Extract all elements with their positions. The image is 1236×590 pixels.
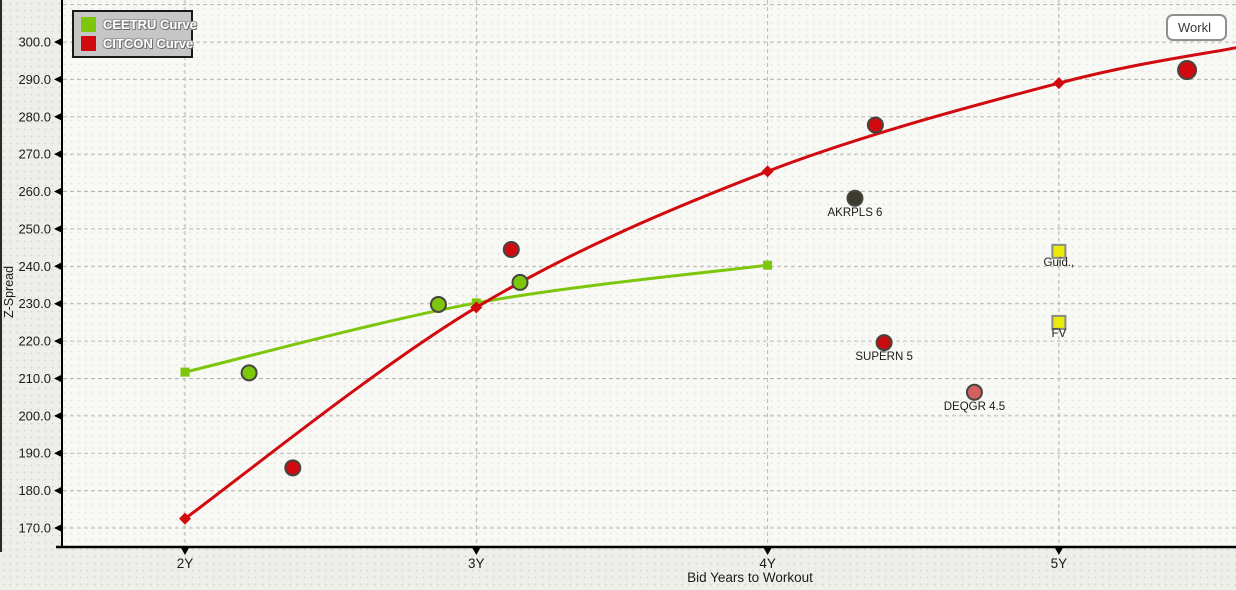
citcon-curve-marker xyxy=(179,512,191,525)
legend-label: CITCON Curve xyxy=(103,36,194,51)
citcon-curve-marker xyxy=(470,301,483,314)
ceetru-curve-marker xyxy=(180,367,190,377)
bond-point-guid[interactable] xyxy=(1051,243,1067,259)
y-tick-label: 270.0 xyxy=(18,147,51,162)
y-tick-arrow-icon xyxy=(54,261,63,271)
x-tick-label: 2Y xyxy=(177,556,194,571)
legend-item-citcon-curve[interactable]: CITCON Curve xyxy=(81,36,193,51)
x-axis-title: Bid Years to Workout xyxy=(687,570,813,585)
x-tick-arrow-icon xyxy=(471,547,481,555)
bond-point[interactable] xyxy=(866,116,884,134)
chart-legend: CEETRU Curve CITCON Curve xyxy=(72,10,197,58)
bond-point[interactable] xyxy=(502,240,520,258)
y-tick-label: 250.0 xyxy=(18,221,51,236)
y-axis-title: Z-Spread xyxy=(2,266,16,318)
y-tick-label: 190.0 xyxy=(18,446,51,461)
y-tick-label: 230.0 xyxy=(18,296,51,311)
y-tick-label: 210.0 xyxy=(18,371,51,386)
citcon-swatch-icon xyxy=(81,36,96,51)
x-tick-arrow-icon xyxy=(180,547,190,555)
x-tick-label: 3Y xyxy=(468,556,485,571)
y-tick-arrow-icon xyxy=(54,112,63,122)
legend-item-ceetru-curve[interactable]: CEETRU Curve xyxy=(81,17,197,32)
citcon-curve-marker xyxy=(1052,77,1065,90)
y-tick-arrow-icon xyxy=(54,187,63,197)
y-tick-label: 300.0 xyxy=(18,35,51,50)
y-tick-arrow-icon xyxy=(54,224,63,234)
bond-point-deqgr-4-5[interactable] xyxy=(965,383,983,401)
bond-point[interactable] xyxy=(1177,60,1198,81)
panel-left-border xyxy=(0,0,2,552)
y-tick-label: 260.0 xyxy=(18,184,51,199)
bond-point-label: Guid., xyxy=(1044,257,1075,269)
bond-point-label: SUPERN 5 xyxy=(855,351,913,363)
y-tick-label: 280.0 xyxy=(18,109,51,124)
x-tick-label: 5Y xyxy=(1051,556,1068,571)
ceetru-swatch-icon xyxy=(81,17,96,32)
x-tick-arrow-icon xyxy=(1054,547,1064,555)
bond-point-label: AKRPLS 6 xyxy=(827,207,882,219)
bond-point-akrpls-6[interactable] xyxy=(846,189,864,207)
bond-point[interactable] xyxy=(429,295,447,313)
y-tick-label: 290.0 xyxy=(18,72,51,87)
y-tick-arrow-icon xyxy=(54,336,63,346)
ceetru-curve-marker xyxy=(763,260,773,270)
plot-area xyxy=(63,0,1236,547)
y-tick-label: 170.0 xyxy=(18,521,51,536)
y-tick-label: 240.0 xyxy=(18,259,51,274)
y-tick-arrow-icon xyxy=(54,149,63,159)
bond-point-label: DEQGR 4.5 xyxy=(944,401,1005,413)
y-tick-arrow-icon xyxy=(54,37,63,47)
citcon-curve-line xyxy=(184,46,1236,520)
worklist-button[interactable]: Workl xyxy=(1166,14,1227,41)
y-tick-label: 180.0 xyxy=(18,483,51,498)
y-tick-label: 220.0 xyxy=(18,334,51,349)
y-tick-arrow-icon xyxy=(54,523,63,533)
citcon-curve-marker xyxy=(761,165,774,178)
bond-point[interactable] xyxy=(284,459,302,477)
y-tick-arrow-icon xyxy=(54,448,63,458)
y-tick-arrow-icon xyxy=(54,411,63,421)
y-tick-arrow-icon xyxy=(54,74,63,84)
x-tick-arrow-icon xyxy=(763,547,773,555)
x-tick-label: 4Y xyxy=(759,556,776,571)
bond-point-fv[interactable] xyxy=(1051,314,1067,330)
y-tick-arrow-icon xyxy=(54,299,63,309)
legend-label: CEETRU Curve xyxy=(103,17,197,32)
y-tick-label: 200.0 xyxy=(18,408,51,423)
bond-point[interactable] xyxy=(240,364,258,382)
bond-point-supern-5[interactable] xyxy=(875,334,893,352)
y-tick-arrow-icon xyxy=(54,373,63,383)
bond-point[interactable] xyxy=(511,273,529,291)
bond-point-label: FV xyxy=(1052,328,1067,340)
y-tick-arrow-icon xyxy=(54,486,63,496)
